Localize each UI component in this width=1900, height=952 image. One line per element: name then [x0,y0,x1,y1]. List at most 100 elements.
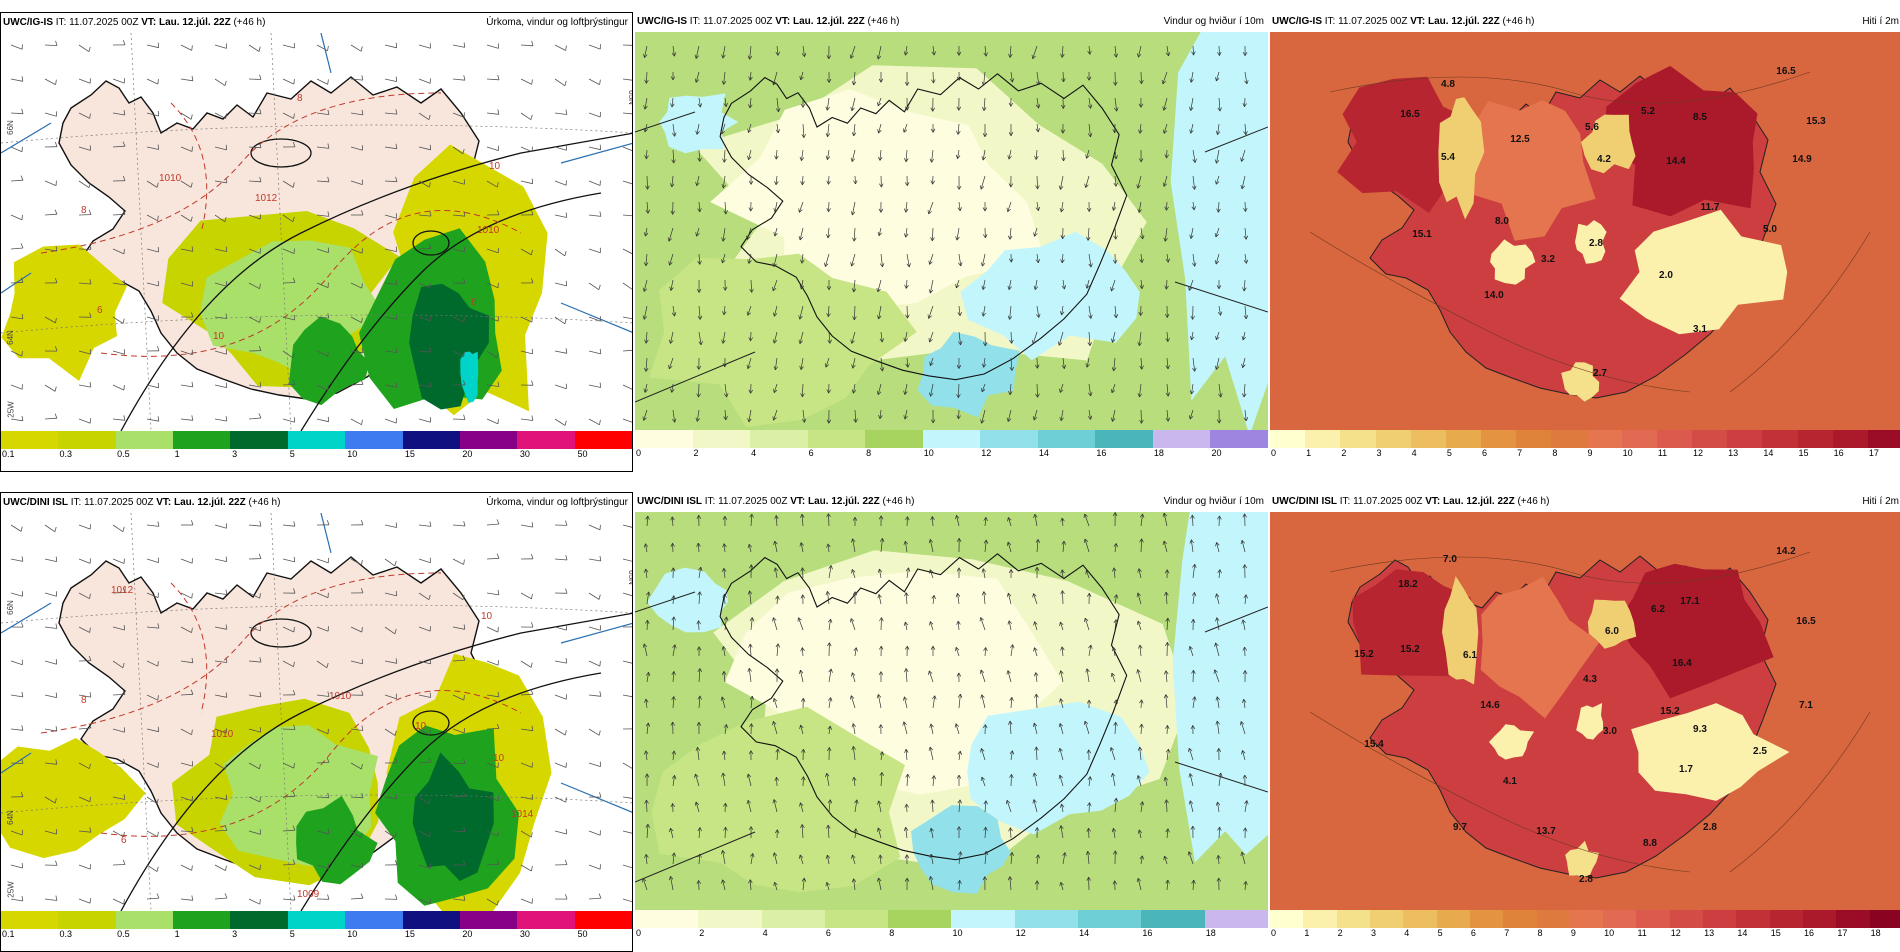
colorbar-tick-label: 6 [809,448,814,458]
init-time: IT: 11.07.2025 00Z [71,497,154,508]
panel-title: UWC/IG-IS IT: 11.07.2025 00Z VT: Lau. 12… [1272,12,1534,32]
map-canvas[interactable] [635,32,1268,430]
colorbar-swatch [1670,910,1703,928]
panel-title-bar: UWC/DINI ISL IT: 11.07.2025 00Z VT: Lau.… [1,493,632,513]
temperature-label: 4.2 [1597,154,1611,165]
colorbar-swatch [288,431,345,449]
colorbar-tick-label: 15 [1771,928,1781,938]
init-time: IT: 11.07.2025 00Z [56,17,139,28]
isoline-label: 10 [493,753,505,764]
colorbar [635,910,1268,928]
colorbar-tick-label: 4 [1404,928,1409,938]
model-name: UWC/DINI ISL [1272,496,1337,507]
temperature-label: 4.1 [1503,776,1517,787]
temperature-label: 15.1 [1412,229,1432,240]
colorbar-tick-label: 10 [1604,928,1614,938]
colorbar-tick-label: 11 [1637,928,1646,938]
panel-title: UWC/IG-IS IT: 11.07.2025 00Z VT: Lau. 12… [637,12,899,32]
temperature-label: 1.7 [1679,764,1693,775]
colorbar-tick-label: 50 [577,449,587,459]
colorbar-swatch [762,910,825,928]
variable-name: Úrkoma, vindur og loftþrýstingur [486,13,628,33]
colorbar-tick-label: 4 [1412,448,1417,458]
lead-time: (+46 h) [1517,496,1549,507]
colorbar-swatch [1205,910,1268,928]
colorbar-tick-label: 13 [1728,448,1738,458]
colorbar [1270,430,1900,448]
model-name: UWC/DINI ISL [637,496,702,507]
colorbar-swatch [517,911,574,929]
init-time: IT: 11.07.2025 00Z [1340,496,1423,507]
colorbar-tick-label: 12 [1671,928,1681,938]
temperature-label: 2.8 [1589,238,1603,249]
lead-time: (+46 h) [867,16,899,27]
temperature-label: 8.8 [1643,838,1657,849]
colorbar-swatch [1870,910,1900,928]
colorbar-swatch [1537,910,1570,928]
grid-coordinate-label: 64N [6,810,15,825]
temperature-label: 14.4 [1666,156,1686,167]
colorbar-tick-label: 0.1 [2,449,15,459]
model-name: UWC/IG-IS [637,16,687,27]
colorbar-swatch [1015,910,1078,928]
colorbar-tick-label: 0.1 [2,929,15,939]
panel-title: UWC/IG-IS IT: 11.07.2025 00Z VT: Lau. 12… [3,13,265,33]
colorbar-swatch [1303,910,1336,928]
colorbar-tick-label: 14 [1039,448,1049,458]
temperature-label: 4.3 [1583,674,1597,685]
map-panel-precip: UWC/DINI ISL IT: 11.07.2025 00Z VT: Lau.… [0,492,633,952]
panel-title: UWC/DINI ISL IT: 11.07.2025 00Z VT: Lau.… [1272,492,1549,512]
colorbar-swatch [116,911,173,929]
temperature-label: 18.2 [1398,579,1418,590]
colorbar-swatch [1868,430,1900,448]
isoline-label: 1014 [511,809,534,820]
model-name: UWC/IG-IS [1272,16,1322,27]
colorbar-swatch [1210,430,1268,448]
colorbar-swatch [1270,910,1303,928]
colorbar-tick-label: 1 [1304,928,1309,938]
colorbar-tick-label: 8 [889,928,894,938]
colorbar-tick-label: 7 [1504,928,1509,938]
colorbar-swatch [173,431,230,449]
temperature-label: 3.2 [1541,254,1555,265]
temperature-label: 16.5 [1796,616,1816,627]
panel-title-bar: UWC/IG-IS IT: 11.07.2025 00Z VT: Lau. 12… [635,12,1268,32]
init-time: IT: 11.07.2025 00Z [705,496,788,507]
colorbar-tick-label: 3 [1371,928,1376,938]
colorbar-tick-label: 3 [232,449,237,459]
colorbar-swatch [1,911,58,929]
colorbar-tick-label: 4 [763,928,768,938]
colorbar-tick-label: 50 [577,929,587,939]
colorbar-tick-label: 12 [1016,928,1026,938]
temperature-label: 16.4 [1672,658,1692,669]
map-panel-temp: UWC/IG-IS IT: 11.07.2025 00Z VT: Lau. 12… [1270,12,1900,472]
colorbar-tick-label: 16 [1804,928,1814,938]
colorbar-tick-label: 10 [924,448,934,458]
colorbar-swatch [1727,430,1762,448]
colorbar-swatch [1833,430,1868,448]
colorbar-swatch [116,431,173,449]
temperature-label: 6.0 [1605,626,1619,637]
temperature-label: 15.3 [1806,116,1826,127]
colorbar-swatch [575,431,632,449]
temperature-label: 9.7 [1453,822,1467,833]
map-canvas[interactable] [635,512,1268,910]
temperature-label: 2.7 [1593,368,1607,379]
panel-title-bar: UWC/DINI ISL IT: 11.07.2025 00Z VT: Lau.… [1270,492,1900,512]
colorbar-swatch [230,431,287,449]
colorbar [1,431,632,449]
colorbar-tick-label: 14 [1079,928,1089,938]
colorbar-tick-label: 0 [1271,448,1276,458]
colorbar-swatch [980,430,1038,448]
temperature-label: 9.3 [1693,724,1707,735]
temperature-label: 15.4 [1364,739,1384,750]
